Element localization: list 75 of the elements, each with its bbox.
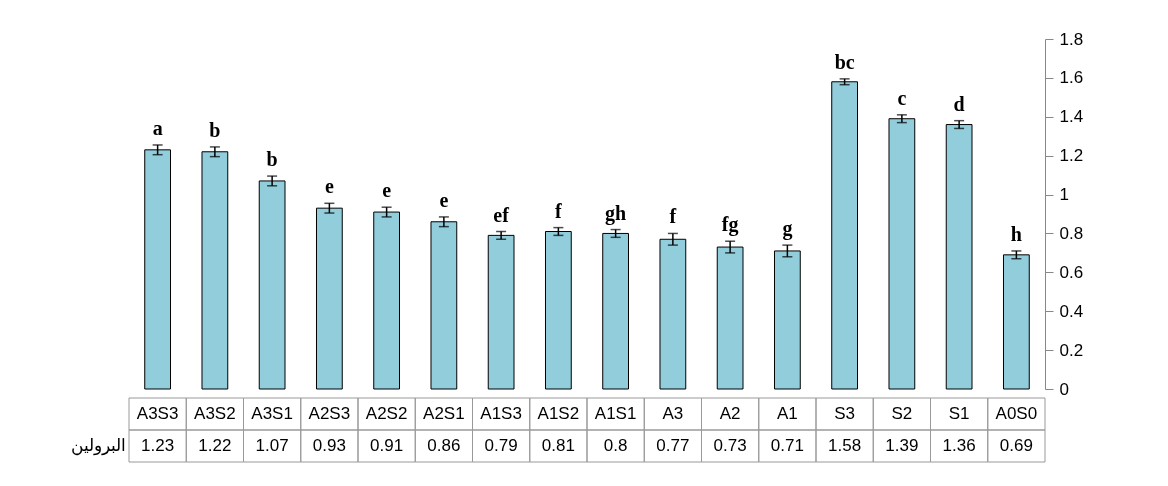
x-tick-label: A1S1 xyxy=(594,404,637,423)
x-tick-label: A0S0 xyxy=(995,404,1038,423)
annotation: b xyxy=(266,148,278,171)
data-label: 1.58 xyxy=(828,436,862,455)
x-tick-label: A3S2 xyxy=(194,404,236,423)
y-tick-label: 1.6 xyxy=(1059,68,1084,88)
bar xyxy=(831,81,859,390)
bar xyxy=(1002,254,1030,390)
bar xyxy=(888,118,916,390)
bar xyxy=(716,246,744,390)
annotation: gh xyxy=(605,201,627,225)
x-tick-label: A3S1 xyxy=(251,404,293,423)
data-label: 0.8 xyxy=(603,436,628,455)
annotation: e xyxy=(324,175,334,198)
x-tick-label: A1S2 xyxy=(537,404,580,423)
annotation: b xyxy=(209,118,221,141)
x-tick-label: A2 xyxy=(719,404,741,423)
bar xyxy=(945,124,973,390)
y-tick-label: 0.2 xyxy=(1059,340,1084,360)
x-tick-label: A1 xyxy=(776,404,798,423)
annotation: h xyxy=(1010,222,1022,245)
bar xyxy=(144,149,172,390)
y-tick-label: 1.8 xyxy=(1059,29,1084,49)
bar xyxy=(602,232,630,390)
bar xyxy=(487,234,515,390)
annotation: c xyxy=(897,86,907,109)
data-label: 0.86 xyxy=(427,436,461,455)
data-label: 1.07 xyxy=(255,436,289,455)
x-tick-label: A3 xyxy=(662,404,684,423)
annotation: d xyxy=(953,92,965,115)
bar xyxy=(430,221,458,390)
bar xyxy=(201,151,229,390)
annotation: e xyxy=(439,188,449,211)
annotation: a xyxy=(152,116,163,139)
bar xyxy=(258,180,286,390)
x-tick-label: A3S3 xyxy=(136,404,179,423)
data-label: 0.79 xyxy=(484,436,518,455)
x-tick-label: A1S3 xyxy=(480,404,522,423)
data-label: 0.81 xyxy=(541,436,575,455)
data-label: 1.22 xyxy=(198,436,232,455)
annotation: ef xyxy=(493,203,510,226)
data-label: 0.93 xyxy=(312,436,346,455)
annotation: e xyxy=(382,179,392,202)
y-tick-label: 0 xyxy=(1059,379,1069,399)
data-label: 0.73 xyxy=(713,436,747,455)
annotation: bc xyxy=(834,50,855,73)
x-tick-label: A2S1 xyxy=(423,404,465,423)
x-tick-label: S2 xyxy=(891,404,913,423)
bar xyxy=(544,231,572,390)
data-label: 1.36 xyxy=(942,436,976,455)
x-tick-label: S1 xyxy=(948,404,970,423)
bar xyxy=(659,238,687,390)
x-tick-label: A2S2 xyxy=(365,404,408,423)
bar xyxy=(373,211,401,390)
y-tick-label: 1 xyxy=(1059,185,1069,205)
x-tick-label: S3 xyxy=(834,404,856,423)
data-label: 0.69 xyxy=(999,436,1033,455)
y-tick-label: 0.6 xyxy=(1059,262,1084,282)
y-tick-label: 1.4 xyxy=(1059,107,1084,127)
y-tick-label: 0.8 xyxy=(1059,223,1084,243)
text: البرولين xyxy=(70,436,126,456)
y-tick-label: 0.4 xyxy=(1059,301,1084,321)
data-label: 1.23 xyxy=(141,436,175,455)
bar xyxy=(773,250,801,390)
data-label: 1.39 xyxy=(885,436,919,455)
data-label: 0.77 xyxy=(656,436,690,455)
bar xyxy=(315,207,343,390)
y-tick-label: 1.2 xyxy=(1059,146,1084,166)
data-label: 0.71 xyxy=(770,436,804,455)
data-label: 0.91 xyxy=(370,436,404,455)
x-tick-label: A2S3 xyxy=(308,404,351,423)
annotation: f xyxy=(555,199,563,222)
annotation: g xyxy=(782,217,793,241)
annotation: fg xyxy=(721,213,739,237)
annotation: f xyxy=(669,205,677,228)
